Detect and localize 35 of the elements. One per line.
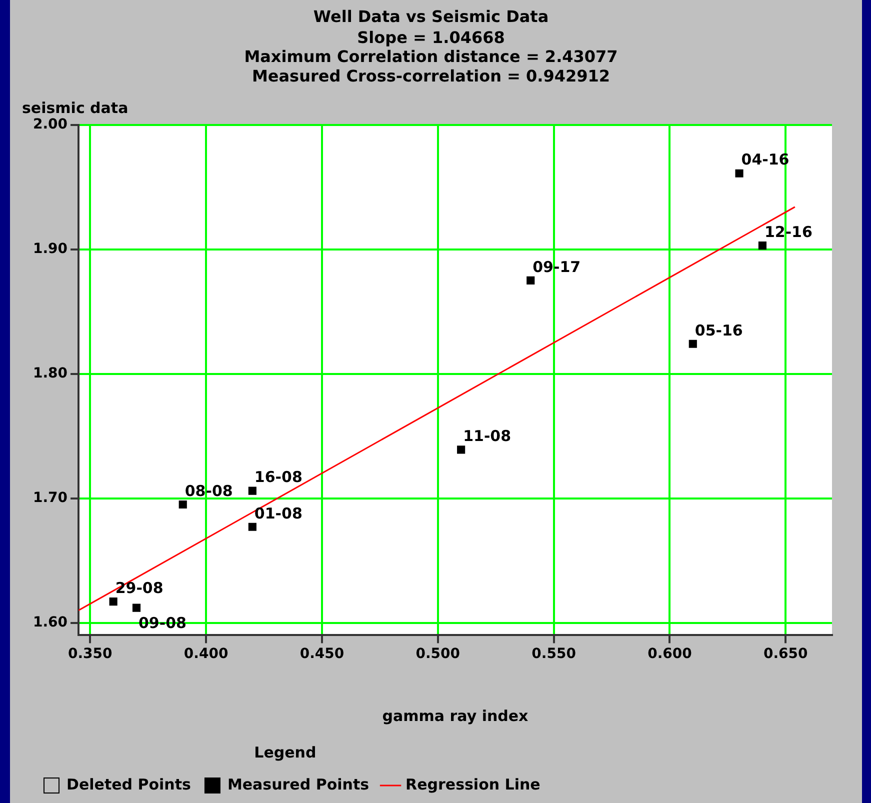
point (132, 604, 141, 612)
legend-title: Legend (254, 743, 316, 762)
x-tick-label: 0.550 (532, 646, 576, 662)
point (248, 486, 256, 495)
x-axis-title: gamma ray index (382, 706, 529, 725)
chart-subtitle: Slope = 1.04668 Maximum Correlation distance = 2.43077 Measured Cross-correlation = 0.942912 (244, 28, 618, 86)
point (758, 242, 766, 250)
chart-title: Well Data vs Seismic Data (313, 6, 549, 26)
annotation: 11-08 (463, 427, 512, 446)
y-tick-label: 1.80 (32, 365, 68, 382)
x-tick-label: 0.600 (648, 646, 692, 662)
legend-label: Measured Points (227, 775, 370, 794)
x-tick-label: 0.400 (184, 646, 228, 662)
point (735, 169, 744, 178)
legend-label: Regression Line (406, 775, 540, 794)
legend-label: Deleted Points (66, 775, 192, 794)
annotation: 16-08 (254, 468, 302, 486)
y-tick-label: 2.00 (32, 116, 68, 132)
point (109, 598, 118, 606)
x-tick-label: 0.450 (300, 646, 344, 662)
point (688, 340, 697, 348)
point (526, 276, 535, 284)
x-tick-label: 0.650 (763, 646, 808, 662)
point (178, 500, 187, 509)
y-tick-label: 1.60 (32, 614, 68, 630)
annotation: 01-08 (254, 504, 302, 522)
y-tick-label: 1.90 (32, 240, 68, 257)
annotation: 29-08 (115, 578, 164, 597)
y-axis-title: seismic data (22, 99, 128, 118)
x-tick-label: 0.500 (416, 646, 460, 662)
y-tick-label: 1.70 (32, 490, 68, 506)
annotation: 05-16 (694, 321, 743, 340)
x-tick-label: 0.350 (68, 646, 113, 662)
point (457, 446, 466, 454)
point (248, 522, 256, 531)
